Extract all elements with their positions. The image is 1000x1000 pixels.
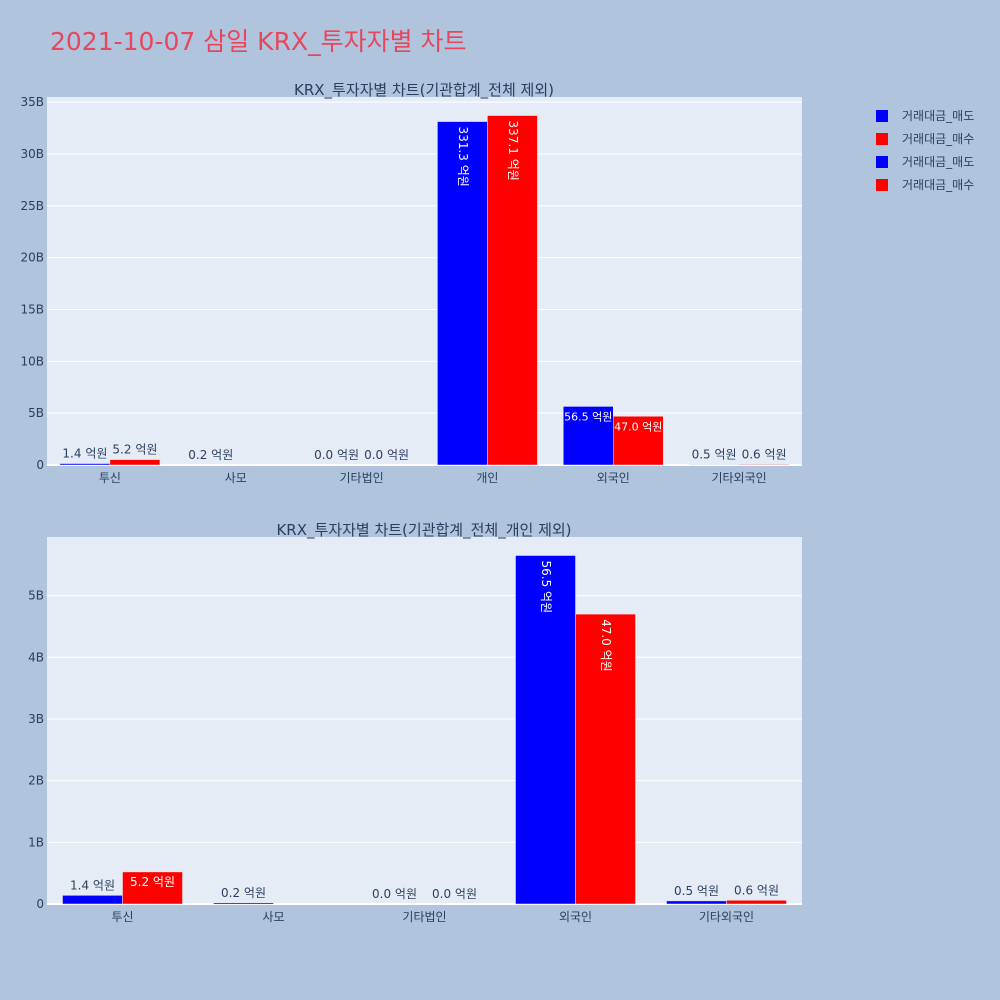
y-tick-label: 35B [20, 95, 44, 109]
x-tick-label: 사모 [225, 471, 247, 485]
data-label: 0.5 억원 [674, 884, 719, 898]
y-tick-label: 4B [28, 650, 44, 664]
data-label: 47.0 억원 [614, 420, 662, 433]
data-label: 56.5 억원 [539, 561, 553, 614]
data-label: 331.3 억원 [456, 127, 470, 187]
data-label: 0.0 억원 [314, 448, 359, 462]
bar [59, 463, 111, 466]
y-tick-label: 20B [20, 251, 44, 265]
data-label: 0.0 억원 [364, 448, 409, 462]
bar [738, 464, 790, 466]
bar [575, 613, 636, 905]
bar [109, 459, 161, 466]
chart-2: KRX_투자자별 차트(기관합계_전체_개인 제외) 0 1B 2B 3B 4B 5B 투신 1… [28, 521, 802, 924]
plot-background [47, 97, 802, 465]
data-label: 5.2 억원 [130, 875, 175, 889]
data-label: 1.4 억원 [70, 878, 115, 892]
x-tick-label: 기타법인 [339, 471, 383, 485]
y-tick-label: 1B [28, 835, 44, 849]
x-tick-label: 기타법인 [402, 910, 446, 924]
chart-title: KRX_투자자별 차트(기관합계_전체 제외) [294, 81, 554, 100]
data-label: 0.5 억원 [692, 447, 737, 461]
bar [688, 464, 740, 466]
bar [213, 902, 274, 905]
x-tick-label: 개인 [476, 471, 498, 485]
bar [613, 416, 664, 466]
data-label: 337.1 억원 [506, 121, 520, 181]
data-label: 47.0 억원 [599, 619, 613, 672]
y-tick-label: 10B [20, 354, 44, 368]
y-tick-label: 3B [28, 712, 44, 726]
x-tick-label: 기타외국인 [699, 910, 754, 924]
chart-title: KRX_투자자별 차트(기관합계_전체_개인 제외) [276, 521, 571, 540]
y-tick-label: 5B [28, 406, 44, 420]
bar [487, 115, 538, 466]
legend-swatch [876, 110, 888, 122]
y-tick-label: 2B [28, 774, 44, 788]
x-tick-label: 투신 [99, 471, 121, 485]
bar [666, 900, 727, 905]
bar [726, 900, 787, 905]
data-label: 56.5 억원 [564, 410, 612, 423]
data-label: 5.2 억원 [112, 443, 157, 457]
x-tick-label: 투신 [111, 910, 133, 924]
legend-swatch [876, 179, 888, 191]
data-label: 0.2 억원 [221, 886, 266, 900]
y-tick-label: 15B [20, 303, 44, 317]
bar [62, 895, 123, 905]
y-tick-label: 0 [36, 897, 44, 911]
x-tick-label: 사모 [262, 910, 284, 924]
x-tick-label: 기타외국인 [711, 471, 766, 485]
data-label: 0.6 억원 [734, 883, 779, 897]
legend-label: 거래대금_매도 [902, 155, 974, 169]
x-tick-label: 외국인 [559, 910, 592, 924]
bar [563, 406, 614, 466]
data-label: 0.6 억원 [742, 447, 787, 461]
bar [122, 871, 183, 905]
page-title: 2021-10-07 삼일 KRX_투자자별 차트 [50, 27, 467, 56]
bar [437, 121, 488, 466]
data-label: 0.0 억원 [432, 887, 477, 901]
bar [515, 555, 576, 905]
data-label: 0.2 억원 [188, 448, 233, 462]
legend-label: 거래대금_매수 [902, 178, 974, 192]
legend-label: 거래대금_매수 [902, 132, 974, 146]
y-tick-label: 30B [20, 147, 44, 161]
x-tick-label: 외국인 [597, 471, 630, 485]
data-label: 1.4 억원 [62, 447, 107, 461]
legend-swatch [876, 156, 888, 168]
y-tick-label: 25B [20, 199, 44, 213]
plot-background [47, 537, 802, 904]
chart-1: KRX_투자자별 차트(기관합계_전체 제외) 0 5B 10B 15B 20B 25B 30… [20, 81, 802, 485]
legend-swatch [876, 133, 888, 145]
y-tick-label: 0 [36, 458, 44, 472]
data-label: 0.0 억원 [372, 887, 417, 901]
legend-label: 거래대금_매도 [902, 109, 974, 123]
y-tick-label: 5B [28, 589, 44, 603]
